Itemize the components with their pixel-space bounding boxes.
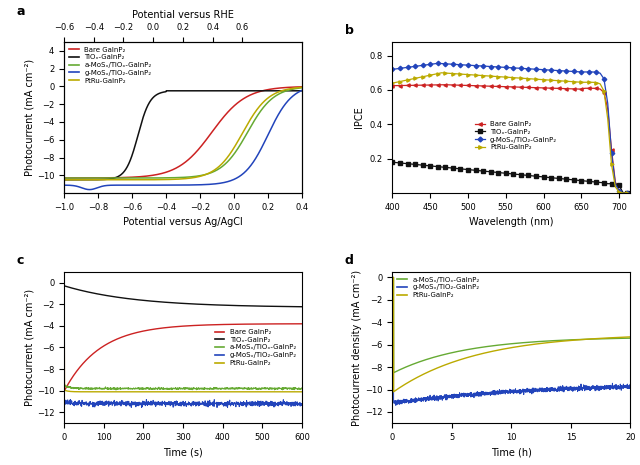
Text: a: a [17,5,25,18]
Legend: Bare GaInP₂, TiOₓ-GaInP₂, g-MoSₓ/TiO₂-GaInP₂, PtRu-GaInP₂: Bare GaInP₂, TiOₓ-GaInP₂, g-MoSₓ/TiO₂-Ga… [472,118,560,153]
X-axis label: Potential versus Ag/AgCl: Potential versus Ag/AgCl [123,218,243,227]
Y-axis label: Photocurrent density (mA cm⁻²): Photocurrent density (mA cm⁻²) [353,269,362,425]
X-axis label: Wavelength (nm): Wavelength (nm) [469,218,554,227]
Legend: Bare GaInP₂, TiOₓ-GaInP₂, a-MoSₓ/TiOₓ-GaInP₂, g-MoSₓ/TiO₂-GaInP₂, PtRu-GaInP₂: Bare GaInP₂, TiOₓ-GaInP₂, a-MoSₓ/TiOₓ-Ga… [67,45,153,85]
X-axis label: Potential versus RHE: Potential versus RHE [132,10,234,20]
X-axis label: Time (h): Time (h) [491,447,532,458]
Text: b: b [345,24,354,37]
Text: d: d [345,254,354,267]
Text: c: c [17,254,24,267]
Legend: Bare GaInP₂, TiOₓ-GaInP₂, a-MoSₓ/TiOₓ-GaInP₂, g-MoSₓ/TiO₂-GaInP₂, PtRu-GaInP₂: Bare GaInP₂, TiOₓ-GaInP₂, a-MoSₓ/TiOₓ-Ga… [213,328,298,367]
Y-axis label: Photocurrent (mA cm⁻²): Photocurrent (mA cm⁻²) [24,289,34,406]
Legend: a-MoSₓ/TiOₓ-GaInP₂, g-MoSₓ/TiO₂-GaInP₂, PtRu-GaInP₂: a-MoSₓ/TiOₓ-GaInP₂, g-MoSₓ/TiO₂-GaInP₂, … [396,275,481,299]
X-axis label: Time (s): Time (s) [163,447,203,458]
Y-axis label: Photocurrent (mA cm⁻²): Photocurrent (mA cm⁻²) [24,59,34,176]
Y-axis label: IPCE: IPCE [354,106,364,128]
